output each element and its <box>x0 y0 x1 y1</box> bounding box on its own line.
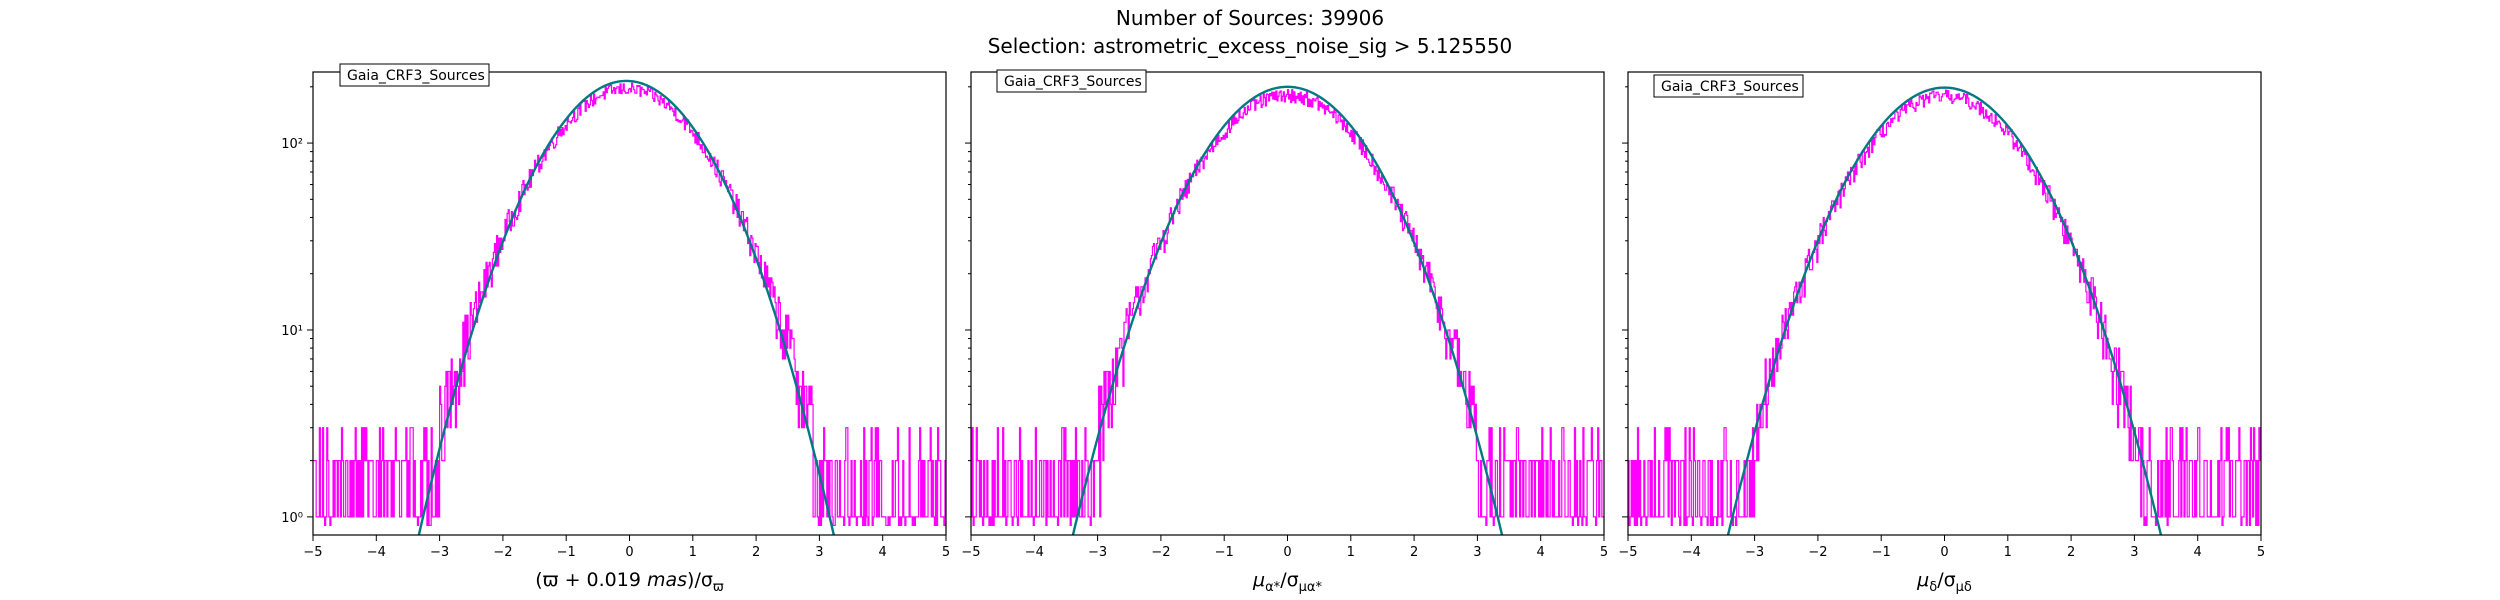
x-tick-label: 1 <box>2004 545 2012 560</box>
x-tick-label: −1 <box>1872 545 1891 560</box>
histogram-series <box>1628 89 2261 527</box>
x-tick-label: −2 <box>1151 545 1170 560</box>
x-tick-label: −5 <box>1618 545 1637 560</box>
x-tick-label: −3 <box>430 545 449 560</box>
legend-label: Gaia_CRF3_Sources <box>1661 79 1799 95</box>
x-tick-label: 2 <box>752 545 760 560</box>
x-tick-label: 4 <box>879 545 887 560</box>
legend-box <box>1653 74 1804 98</box>
x-tick-label: −4 <box>1025 545 1044 560</box>
x-tick-label: 5 <box>942 545 950 560</box>
x-tick-label: 4 <box>1537 545 1545 560</box>
panel-parallax: −5 −4 −3 −2 −1 0 1 2 3 4 5 10⁰ 10¹ 10² Gaia_CRF3_Sourc… <box>281 63 950 595</box>
x-tick-label: −5 <box>961 545 980 560</box>
x-tick-label: −1 <box>1215 545 1234 560</box>
legend-box <box>996 69 1147 93</box>
legend-label: Gaia_CRF3_Sources <box>1004 74 1142 90</box>
axes-frame <box>970 71 1605 536</box>
x-tick-label: 1 <box>1347 545 1355 560</box>
legend-box <box>339 63 490 87</box>
x-tick-label: −4 <box>367 545 386 560</box>
x-tick-label: −5 <box>303 545 322 560</box>
x-tick-label: −1 <box>557 545 576 560</box>
figure-title: Number of Sources: 39906 <box>1115 6 1385 30</box>
x-axis-label: μδ/σμδ <box>1916 569 1972 595</box>
x-tick-label: 4 <box>2194 545 2202 560</box>
panel-pmdec: −5 −4 −3 −2 −1 0 1 2 3 4 5 Gaia_CRF3_Sources μδ/σμδ <box>1618 71 2265 595</box>
gaussian-fit-line <box>1071 85 1504 535</box>
x-tick-label: 5 <box>1600 545 1608 560</box>
x-tick-label: 0 <box>1283 545 1291 560</box>
legend-label: Gaia_CRF3_Sources <box>347 68 485 84</box>
x-tick-label: 0 <box>1940 545 1948 560</box>
panel-pmra: −5 −4 −3 −2 −1 0 1 2 3 4 5 Gaia_CRF3_Sources μα*/σμα… <box>961 69 1608 595</box>
y-tick-label: 10¹ <box>281 324 303 339</box>
gaussian-fit-line <box>417 79 836 535</box>
x-tick-label: 3 <box>1473 545 1481 560</box>
x-axis-label: (ϖ + 0.019 mas)/σϖ <box>535 569 724 595</box>
x-tick-label: −2 <box>493 545 512 560</box>
x-tick-label: 5 <box>2257 545 2265 560</box>
y-tick-label: 10⁰ <box>281 511 303 526</box>
x-tick-label: −2 <box>1808 545 1827 560</box>
figure-subtitle: Selection: astrometric_excess_noise_sig … <box>987 34 1513 58</box>
x-tick-label: 3 <box>815 545 823 560</box>
gaussian-fit-line <box>1726 86 2163 535</box>
x-axis-label: μα*/σμα* <box>1252 569 1322 595</box>
histogram-series <box>971 89 1604 527</box>
x-tick-label: 2 <box>2067 545 2075 560</box>
x-tick-label: −3 <box>1088 545 1107 560</box>
x-tick-label: 2 <box>1410 545 1418 560</box>
x-tick-label: −3 <box>1745 545 1764 560</box>
x-tick-label: 0 <box>625 545 633 560</box>
y-tick-label: 10² <box>281 137 303 152</box>
x-tick-label: −4 <box>1682 545 1701 560</box>
x-tick-label: 3 <box>2130 545 2138 560</box>
x-tick-label: 1 <box>689 545 697 560</box>
histogram-series <box>313 82 946 527</box>
